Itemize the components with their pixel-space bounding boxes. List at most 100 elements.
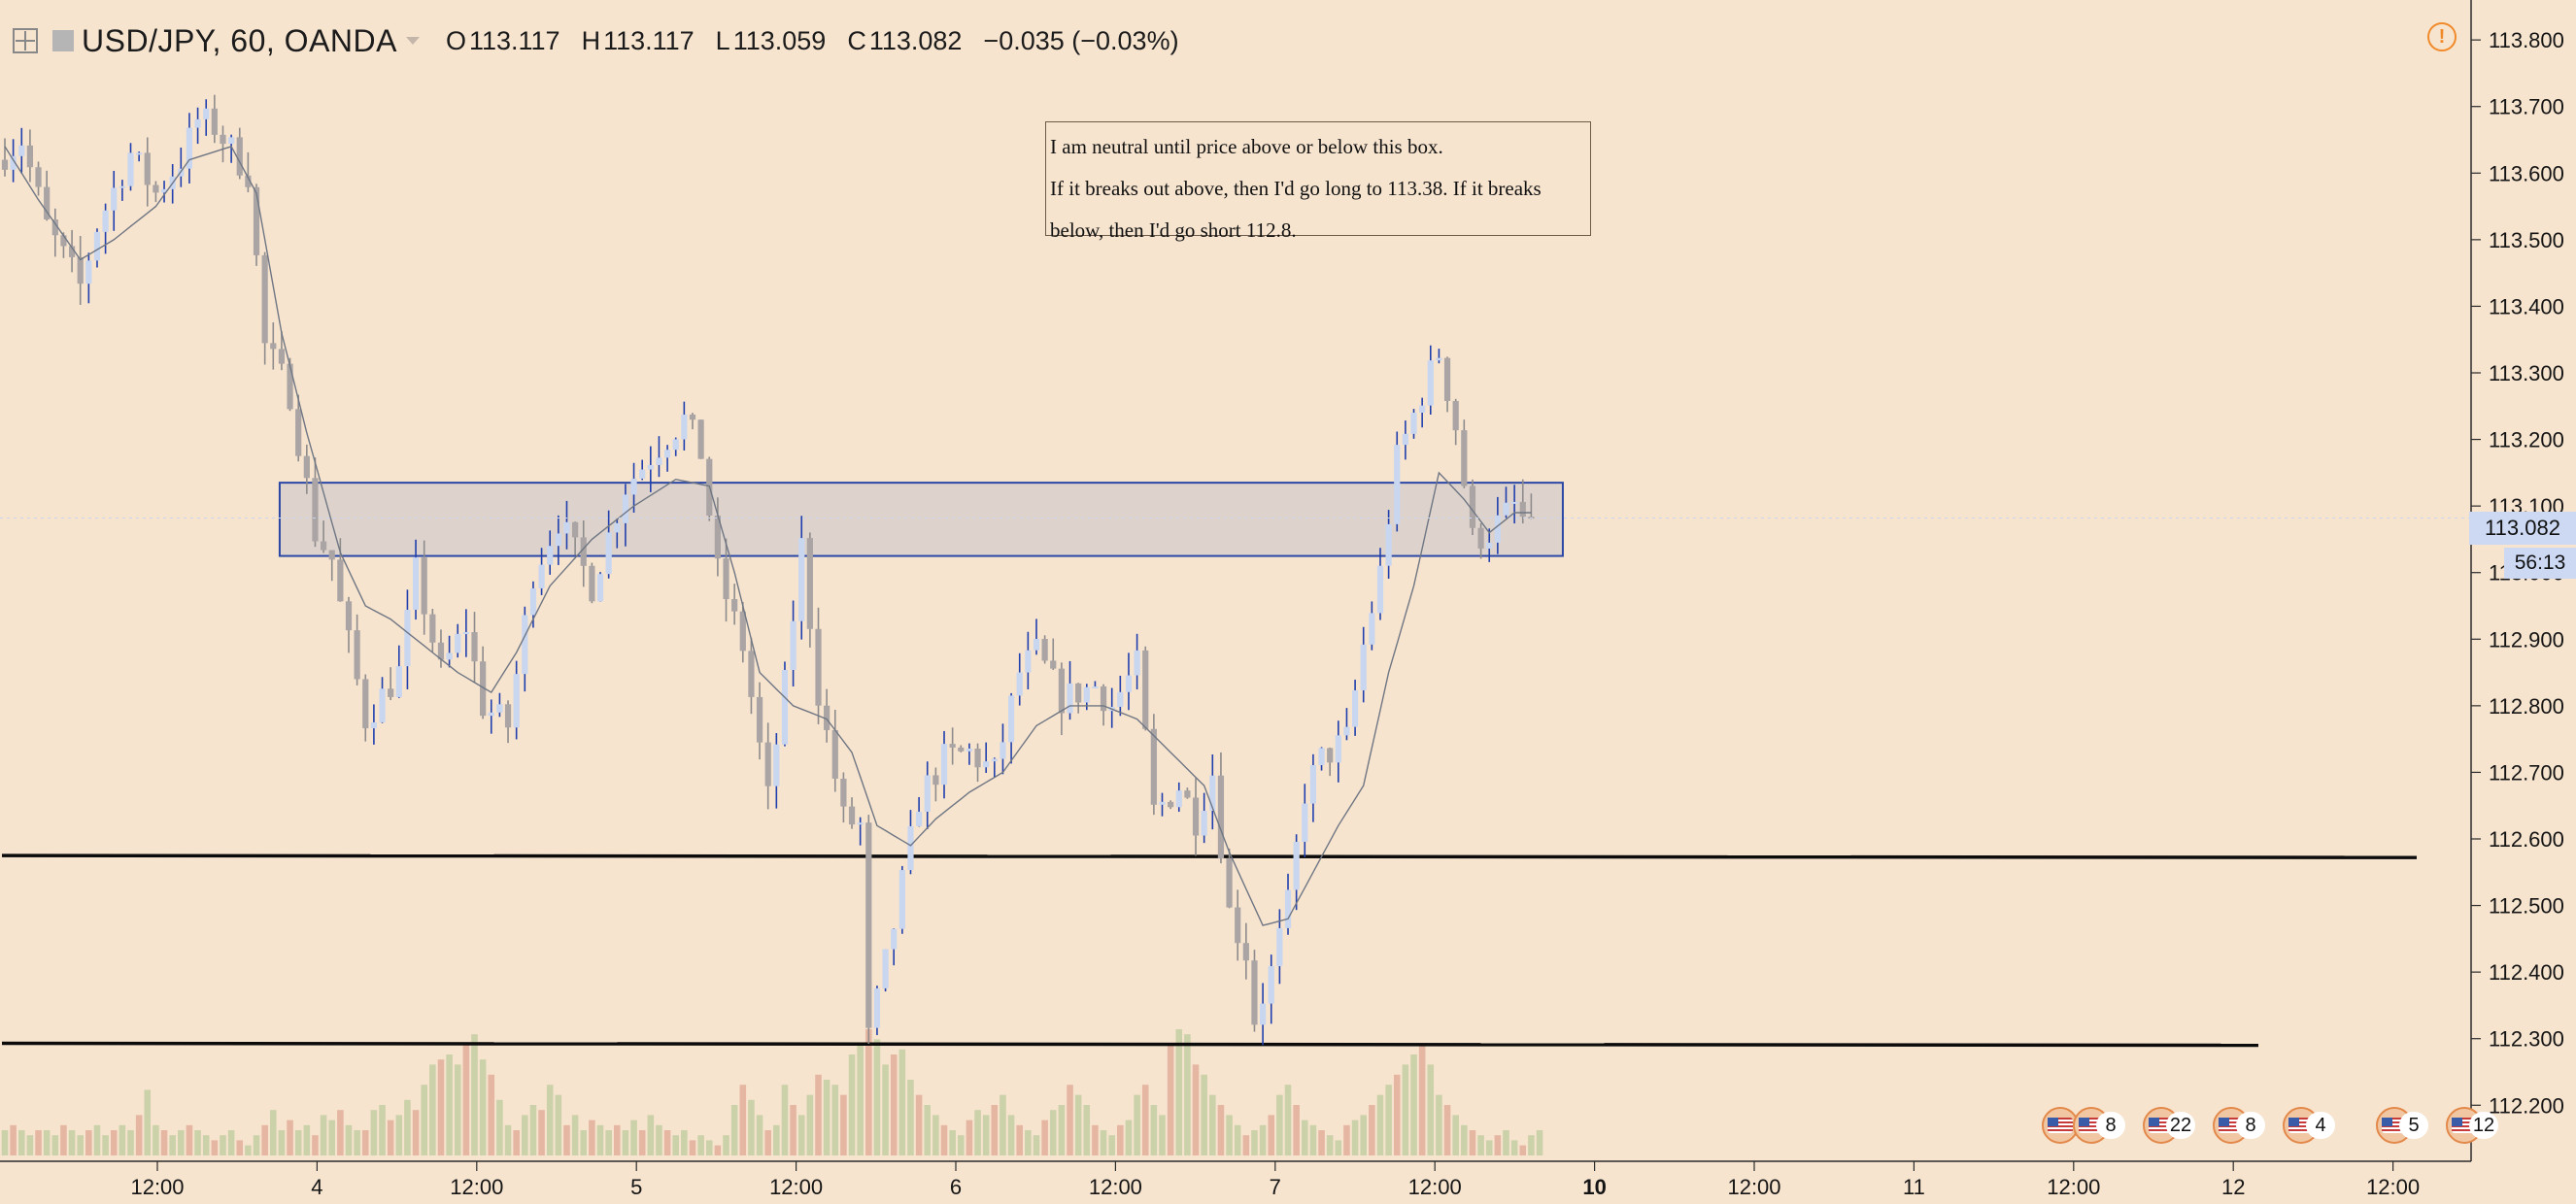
candle[interactable] <box>1309 753 1317 822</box>
candle[interactable] <box>572 521 579 555</box>
candle[interactable] <box>1461 419 1468 488</box>
candle[interactable] <box>614 518 621 549</box>
candle[interactable] <box>93 228 101 268</box>
candle[interactable] <box>51 208 58 257</box>
candle[interactable] <box>320 520 327 553</box>
candle[interactable] <box>1268 954 1274 1024</box>
candle[interactable] <box>522 606 528 692</box>
candle[interactable] <box>312 457 319 548</box>
candle[interactable] <box>261 251 268 365</box>
candle[interactable] <box>404 589 411 689</box>
candle[interactable] <box>26 129 34 183</box>
candle[interactable] <box>1394 431 1401 532</box>
candle[interactable] <box>1050 638 1057 670</box>
candle[interactable] <box>563 500 570 550</box>
candle[interactable] <box>1168 800 1174 810</box>
candle[interactable] <box>1134 633 1140 690</box>
candle[interactable] <box>1192 778 1200 856</box>
candle[interactable] <box>1486 528 1493 562</box>
candle[interactable] <box>756 682 763 760</box>
candle[interactable] <box>1058 662 1065 736</box>
candle[interactable] <box>706 456 713 521</box>
candle[interactable] <box>630 462 637 513</box>
candle[interactable] <box>647 446 654 492</box>
candle[interactable] <box>421 540 427 635</box>
event-group[interactable]: 8 22 8 4 <box>2042 1105 2353 1146</box>
candle[interactable] <box>85 252 92 304</box>
support-line[interactable] <box>1 853 2418 859</box>
candle[interactable] <box>949 727 956 765</box>
candle[interactable] <box>270 322 277 370</box>
candle[interactable] <box>739 601 746 663</box>
candle[interactable] <box>160 181 168 203</box>
candle[interactable] <box>68 229 76 273</box>
candle[interactable] <box>1117 675 1124 717</box>
candle[interactable] <box>857 817 864 846</box>
candle[interactable] <box>429 608 436 652</box>
candle[interactable] <box>731 584 738 625</box>
candle[interactable] <box>656 436 662 478</box>
candle[interactable] <box>153 181 159 203</box>
candle[interactable] <box>1511 485 1518 524</box>
candle[interactable] <box>958 745 965 752</box>
candle[interactable] <box>504 700 512 744</box>
candle[interactable] <box>1075 683 1082 714</box>
candle[interactable] <box>1150 714 1157 816</box>
candle[interactable] <box>303 444 310 494</box>
candle[interactable] <box>1427 345 1434 416</box>
candle[interactable] <box>605 510 612 579</box>
candle[interactable] <box>471 612 478 684</box>
candle[interactable] <box>555 515 561 565</box>
candle[interactable] <box>345 596 353 653</box>
candle[interactable] <box>974 743 981 783</box>
candle[interactable] <box>1184 787 1191 799</box>
candle[interactable] <box>848 797 856 829</box>
candle[interactable] <box>1419 397 1426 428</box>
candle[interactable] <box>1318 747 1325 771</box>
candle[interactable] <box>480 646 487 719</box>
candle[interactable] <box>991 757 998 778</box>
candle[interactable] <box>983 742 990 774</box>
candle[interactable] <box>1302 784 1308 857</box>
candle[interactable] <box>781 661 789 747</box>
support-line[interactable] <box>1 1041 2259 1048</box>
candle[interactable] <box>589 562 595 604</box>
chevron-down-icon[interactable] <box>405 35 421 47</box>
candle[interactable] <box>354 614 360 686</box>
candle[interactable] <box>1376 548 1384 620</box>
candle[interactable] <box>790 600 797 686</box>
candle[interactable] <box>596 572 604 602</box>
candle[interactable] <box>362 674 369 742</box>
candle[interactable] <box>295 394 302 462</box>
candle[interactable] <box>1242 922 1249 980</box>
candle[interactable] <box>211 94 218 144</box>
candle[interactable] <box>1142 646 1149 731</box>
candle[interactable] <box>1259 983 1267 1046</box>
candle[interactable] <box>1226 848 1233 909</box>
candle[interactable] <box>1335 720 1341 783</box>
candle[interactable] <box>278 331 286 371</box>
candle[interactable] <box>697 419 704 459</box>
candle[interactable] <box>1327 747 1334 777</box>
candle[interactable] <box>723 538 729 622</box>
candle[interactable] <box>529 581 537 628</box>
candle[interactable] <box>824 688 830 743</box>
candle[interactable] <box>831 710 838 792</box>
candle[interactable] <box>370 704 378 745</box>
candle[interactable] <box>882 949 889 992</box>
candle[interactable] <box>1175 782 1182 813</box>
candle[interactable] <box>1343 708 1350 741</box>
candle[interactable] <box>1209 753 1216 830</box>
candle[interactable] <box>253 184 260 266</box>
candle[interactable] <box>865 815 872 1045</box>
candle[interactable] <box>488 699 494 734</box>
candle[interactable] <box>1436 349 1442 364</box>
candle[interactable] <box>203 99 210 136</box>
candle[interactable] <box>764 722 771 810</box>
candle[interactable] <box>1000 723 1006 775</box>
symbol-title[interactable]: USD/JPY, 60, OANDA <box>82 22 397 58</box>
annotation-note[interactable]: I am neutral until price above or below … <box>1045 121 1591 242</box>
candle[interactable] <box>496 692 503 718</box>
candle[interactable] <box>1452 398 1459 446</box>
candle[interactable] <box>1503 486 1509 518</box>
